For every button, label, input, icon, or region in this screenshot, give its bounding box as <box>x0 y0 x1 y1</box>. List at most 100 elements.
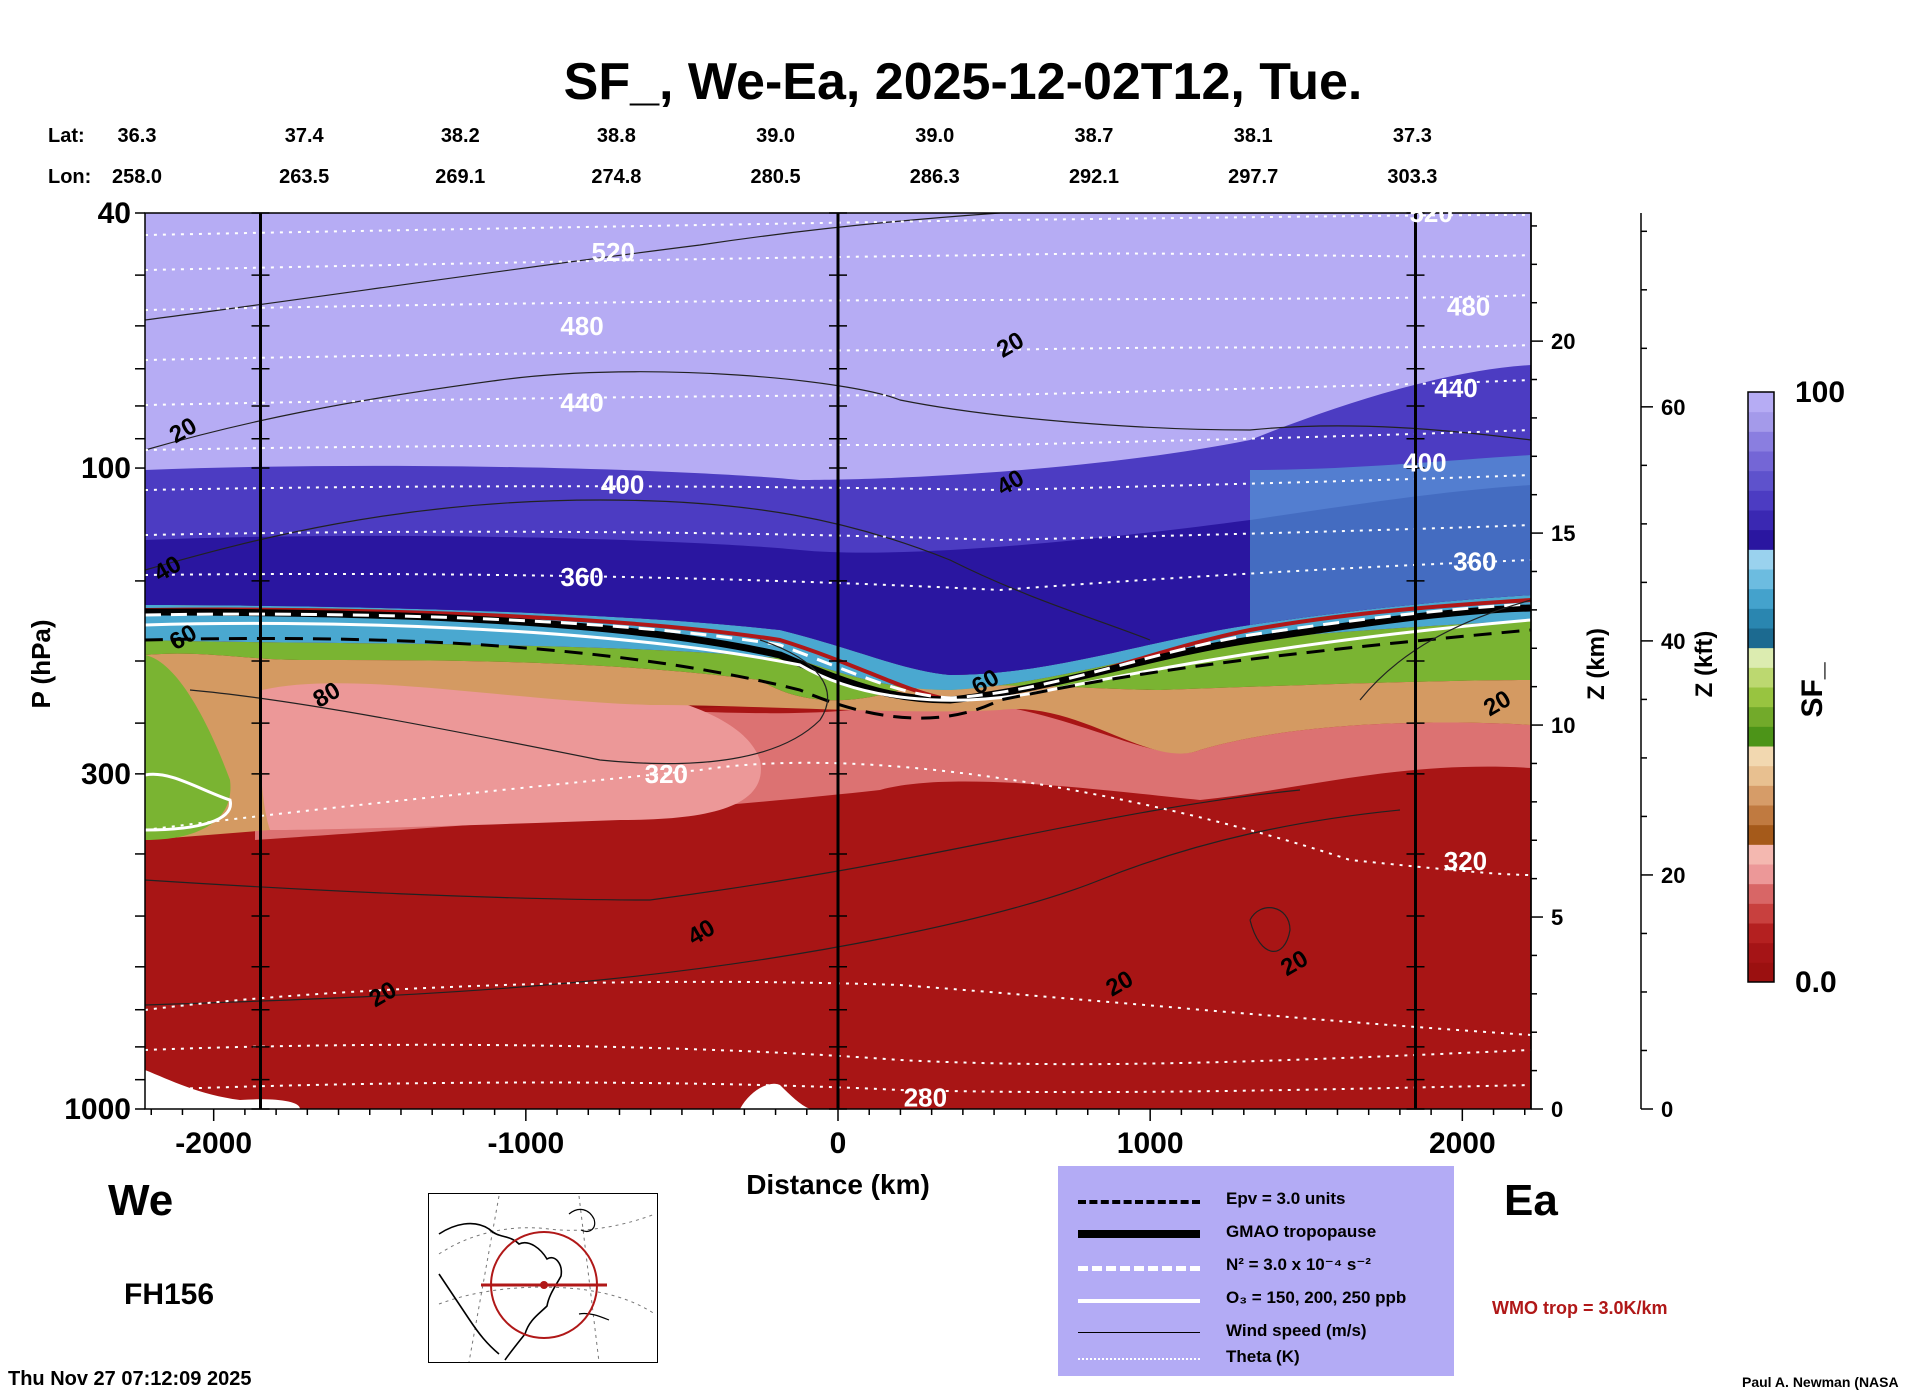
colorbar-swatch <box>1748 923 1774 944</box>
x-tick-label: -2000 <box>175 1127 252 1160</box>
theta-labels: 520 480 440 400 360 320 280 520 480 440 400 360 320 <box>560 198 1496 1113</box>
colorbar-swatch <box>1748 431 1774 452</box>
colorbar-swatch <box>1748 628 1774 649</box>
z-km-tick-label: 0 <box>1551 1097 1563 1122</box>
colorbar-swatch <box>1748 470 1774 491</box>
theta-label: 400 <box>601 469 644 499</box>
field-green-band <box>145 620 1531 701</box>
colorbar-swatch <box>1748 962 1774 983</box>
legend-item-wind: Wind speed (m/s) <box>1058 1316 1454 1348</box>
field-green-lobe <box>145 655 231 840</box>
field-east-blue <box>1250 455 1531 625</box>
colorbar-swatch <box>1748 647 1774 668</box>
colorbar-swatch <box>1748 805 1774 826</box>
theta-label: 520 <box>592 237 635 267</box>
colorbar-swatch <box>1748 746 1774 767</box>
colorbar-frame <box>1747 391 1775 983</box>
legend-item-tropopause: GMAO tropopause <box>1058 1217 1454 1249</box>
legend-item-epv: Epv = 3.0 units <box>1058 1184 1454 1216</box>
legend: Epv = 3.0 units GMAO tropopause N² = 3.0… <box>1058 1166 1454 1376</box>
colorbar-swatch <box>1748 844 1774 865</box>
y-tick-label: 100 <box>81 452 131 485</box>
colorbar-max-label: 100 <box>1795 376 1845 409</box>
z-kft-tick-label: 0 <box>1661 1097 1673 1122</box>
wind-contour <box>1359 599 1531 701</box>
x-tick-label: 1000 <box>1117 1127 1184 1160</box>
lon-value: 292.1 <box>1068 166 1119 188</box>
colorbar-swatch <box>1748 864 1774 885</box>
east-label: Ea <box>1504 1176 1558 1225</box>
minimap-graphic <box>438 1195 656 1363</box>
y-axis-pressure: 40 100 300 1000 <box>64 197 145 1126</box>
colorbar-swatch <box>1748 726 1774 747</box>
colorbar-swatch <box>1748 588 1774 609</box>
page-title: SF_, We-Ea, 2025-12-02T12, Tue. <box>563 53 1363 111</box>
theta-label: 480 <box>560 311 603 341</box>
colorbar-swatch <box>1748 765 1774 786</box>
lon-value: 286.3 <box>909 166 960 188</box>
legend-item-n2: N² = 3.0 x 10⁻⁴ s⁻² <box>1058 1250 1454 1282</box>
theta-label: 480 <box>1447 292 1490 322</box>
z-kft-tick-label: 40 <box>1661 629 1685 654</box>
lat-value: 39.0 <box>756 125 796 147</box>
wind-contour <box>145 213 1001 321</box>
west-label: We <box>108 1176 174 1225</box>
x-axis: -2000 -1000 0 1000 2000 <box>150 1109 1526 1160</box>
field-tan-band <box>145 653 1531 840</box>
terrain-west <box>145 1070 300 1109</box>
lat-value: 38.8 <box>596 125 636 147</box>
epv-contour <box>145 628 1531 720</box>
lon-value: 269.1 <box>435 166 486 188</box>
x-tick-label: 2000 <box>1429 1127 1496 1160</box>
lat-value: 38.2 <box>440 125 480 147</box>
colorbar-swatch <box>1748 549 1774 570</box>
colorbar-swatch <box>1748 608 1774 629</box>
colorbar <box>1747 391 1775 983</box>
theta-contour <box>145 1043 1531 1066</box>
lat-value: 38.1 <box>1233 125 1273 147</box>
location-minimap <box>428 1193 658 1363</box>
theta-label: 320 <box>1444 846 1487 876</box>
colorbar-swatch <box>1748 392 1774 413</box>
lat-value: 37.4 <box>284 125 324 147</box>
lon-value: 274.8 <box>591 166 642 188</box>
coastline-icon <box>438 1222 563 1361</box>
z-kft-tick-label: 20 <box>1661 863 1685 888</box>
forecast-hour-label: FH156 <box>124 1278 215 1311</box>
wind-contour <box>145 499 1151 641</box>
colorbar-swatch <box>1748 883 1774 904</box>
ozone-contour-west <box>145 772 232 832</box>
wind-contour <box>189 639 829 765</box>
lat-value: 37.3 <box>1392 125 1432 147</box>
colorbar-swatch <box>1748 411 1774 432</box>
lat-value: 38.7 <box>1074 125 1114 147</box>
legend-item-ozone: O₃ = 150, 200, 250 ppb <box>1058 1283 1454 1315</box>
lon-value: 303.3 <box>1387 166 1438 188</box>
timestamp: Thu Nov 27 07:12:09 2025 <box>8 1368 252 1390</box>
theta-contour <box>145 1081 1531 1094</box>
colorbar-min-label: 0.0 <box>1795 966 1837 999</box>
colorbar-swatch <box>1748 529 1774 550</box>
wmo-label: WMO trop = 3.0K/km <box>1492 1298 1668 1318</box>
theta-label: 440 <box>560 387 603 417</box>
z-km-tick-label: 15 <box>1551 521 1575 546</box>
z-km-tick-label: 5 <box>1551 905 1563 930</box>
wind-contour <box>1249 907 1291 952</box>
theta-label: 280 <box>904 1083 947 1113</box>
x-axis-label: Distance (km) <box>746 1169 930 1200</box>
colorbar-swatch <box>1748 706 1774 727</box>
theta-label: 360 <box>560 562 603 592</box>
legend-item-theta: Theta (K) <box>1058 1342 1454 1374</box>
colorbar-swatch <box>1748 824 1774 845</box>
lon-value: 258.0 <box>111 166 163 188</box>
colorbar-swatch <box>1748 942 1774 963</box>
y-axis-z-kft: 0 20 40 60 <box>1640 213 1685 1122</box>
colorbar-swatch <box>1748 510 1774 531</box>
colorbar-swatch <box>1748 687 1774 708</box>
contour-layer <box>145 213 1531 1094</box>
lon-value: 297.7 <box>1228 166 1279 188</box>
y-axis-z-km: 0 5 10 15 20 <box>1530 213 1575 1122</box>
terrain-central <box>740 1083 810 1109</box>
colorbar-title: SF_ <box>1796 662 1829 717</box>
